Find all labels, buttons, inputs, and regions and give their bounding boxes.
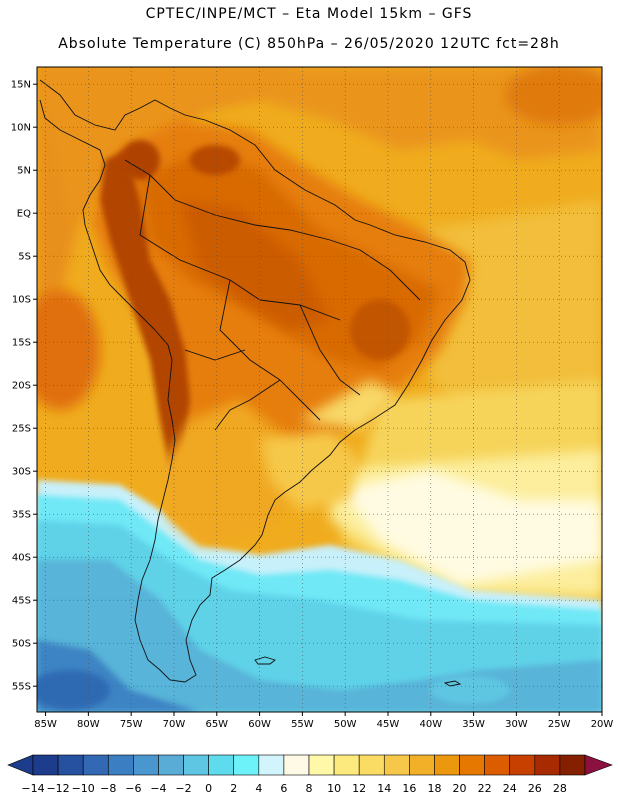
lat-label: EQ xyxy=(17,209,31,220)
title-line-2: Absolute Temperature (C) 850hPa – 26/05/… xyxy=(58,36,560,52)
lon-label: 35W xyxy=(462,719,485,730)
lon-label: 25W xyxy=(548,719,571,730)
lat-label: 55S xyxy=(12,682,31,693)
lat-label: 35S xyxy=(12,510,31,521)
colorbar-swatch xyxy=(57,754,84,776)
lon-label: 30W xyxy=(505,719,528,730)
lat-label: 10N xyxy=(11,123,31,134)
colorbar-swatch xyxy=(383,754,410,776)
lat-label: 40S xyxy=(12,553,31,564)
colorbar-swatch xyxy=(308,754,335,776)
colorbar-over-arrow xyxy=(584,754,613,776)
lon-label: 55W xyxy=(291,719,314,730)
colorbar-label: 8 xyxy=(306,782,313,795)
colorbar-label: 4 xyxy=(255,782,262,795)
colorbar-swatch xyxy=(534,754,561,776)
title-line-1: CPTEC/INPE/MCT – Eta Model 15km – GFS xyxy=(145,6,473,22)
colorbar-swatch xyxy=(484,754,511,776)
colorbar-swatch xyxy=(459,754,485,776)
colorbar-label: 20 xyxy=(453,782,467,795)
colorbar-label: −12 xyxy=(46,782,69,795)
colorbar-swatch xyxy=(559,754,586,776)
colorbar-swatch xyxy=(258,754,285,776)
lon-label: 40W xyxy=(419,719,442,730)
temperature-field xyxy=(37,67,602,712)
colorbar-label: 24 xyxy=(503,782,517,795)
colorbar-swatch xyxy=(32,754,59,776)
coastline xyxy=(39,79,471,683)
lat-label: 50S xyxy=(12,639,31,650)
colorbar-label: −8 xyxy=(100,782,116,795)
lon-label: 75W xyxy=(120,719,143,730)
colorbar-label: 16 xyxy=(402,782,416,795)
lat-label: 25S xyxy=(12,424,31,435)
colorbar-label: 10 xyxy=(327,782,341,795)
colorbar-label: 12 xyxy=(352,782,366,795)
lon-label: 20W xyxy=(591,719,614,730)
colorbar-label: −10 xyxy=(72,782,95,795)
colorbar-label: 0 xyxy=(205,782,212,795)
lon-label: 45W xyxy=(377,719,400,730)
lat-label: 15N xyxy=(11,80,31,91)
colorbar-swatch xyxy=(333,754,360,776)
colorbar-under-arrow xyxy=(7,754,34,776)
lon-label: 70W xyxy=(163,719,186,730)
colorbar-label: −6 xyxy=(125,782,141,795)
colorbar: −14 −12 −10 −8 −6 −4 −2 0 2 4 6 8 10 12 14 16 18 20 22 24 26… xyxy=(7,754,613,795)
temperature-map: 15N 10N 5N EQ 5S 10S 15S 20S 25S 30S 35S 40S 45S 50S 5… xyxy=(11,66,613,730)
map-frame xyxy=(36,66,603,713)
colorbar-swatch xyxy=(358,754,385,776)
lat-label: 20S xyxy=(12,381,31,392)
colorbar-swatch xyxy=(183,754,209,776)
lon-label: 65W xyxy=(205,719,228,730)
lat-label: 15S xyxy=(12,338,31,349)
lat-label: 5S xyxy=(18,252,31,263)
colorbar-swatch xyxy=(434,754,460,776)
colorbar-label: 18 xyxy=(427,782,441,795)
colorbar-swatch xyxy=(409,754,435,776)
colorbar-swatch xyxy=(283,754,310,776)
colorbar-label: 6 xyxy=(280,782,287,795)
colorbar-swatch xyxy=(509,754,536,776)
colorbar-label: −4 xyxy=(150,782,166,795)
lon-label: 50W xyxy=(334,719,357,730)
lat-label: 5N xyxy=(17,166,31,177)
latitude-labels: 15N 10N 5N EQ 5S 10S 15S 20S 25S 30S 35S 40S 45S 50S 5… xyxy=(11,80,37,693)
lon-label: 85W xyxy=(34,719,57,730)
colorbar-swatch xyxy=(208,754,235,776)
lat-label: 30S xyxy=(12,467,31,478)
colorbar-label: 28 xyxy=(553,782,567,795)
colorbar-label: −14 xyxy=(21,782,44,795)
colorbar-label: −2 xyxy=(175,782,191,795)
colorbar-swatch xyxy=(82,754,109,776)
colorbar-swatch xyxy=(133,754,159,776)
lon-label: 60W xyxy=(248,719,271,730)
colorbar-swatch xyxy=(233,754,260,776)
longitude-labels: 85W 80W 75W 70W 65W 60W 55W 50W 45W 40W 35W 30W 25W 2… xyxy=(34,712,613,730)
colorbar-label: 22 xyxy=(478,782,492,795)
lat-label: 45S xyxy=(12,596,31,607)
colorbar-swatch xyxy=(107,754,134,776)
lat-label: 10S xyxy=(12,295,31,306)
colorbar-swatch xyxy=(158,754,184,776)
lon-label: 80W xyxy=(77,719,100,730)
colorbar-label: 2 xyxy=(230,782,237,795)
colorbar-label: 26 xyxy=(528,782,542,795)
colorbar-label: 14 xyxy=(377,782,391,795)
